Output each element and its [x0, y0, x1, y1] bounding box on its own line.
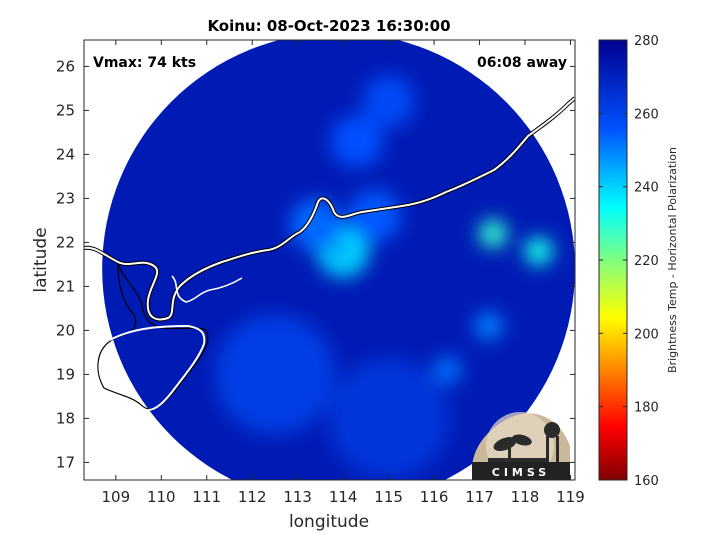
swath-feature-band	[362, 75, 415, 128]
swath-feature-band	[348, 190, 401, 242]
swath-feature-ocean	[214, 314, 335, 435]
coastline	[84, 96, 575, 411]
x-tick-label: 113	[283, 488, 312, 506]
y-tick-label: 20	[56, 321, 75, 339]
x-tick-label: 112	[238, 488, 267, 506]
x-tick-label: 110	[147, 488, 176, 506]
colorbar-ticks: 160 180 200 220 240 260 280	[599, 34, 659, 489]
colorbar-tick-label: 220	[634, 254, 659, 269]
y-tick-label: 17	[56, 453, 75, 471]
x-tick-label: 118	[511, 488, 540, 506]
y-tick-label: 25	[56, 101, 75, 119]
cimss-logo: CIMSS	[472, 412, 570, 480]
y-tick-label: 18	[56, 409, 75, 427]
storm-eye	[333, 245, 346, 258]
y-tick-label: 19	[56, 365, 75, 383]
y-tick-label: 23	[56, 189, 75, 207]
axis-ticks: 109 110 111 112 113 114 115 116 117 118 119 17 18 19 2…	[56, 40, 585, 506]
chart-title: Koinu: 08-Oct-2023 16:30:00	[207, 17, 450, 35]
colorbar-tick-label: 260	[634, 107, 659, 122]
swath-feature-cell	[474, 312, 503, 340]
colorbar-tick-label: 180	[634, 401, 659, 416]
x-tick-label: 117	[465, 488, 494, 506]
colorbar-tick-label: 160	[634, 474, 659, 489]
y-tick-label: 22	[56, 233, 75, 251]
x-tick-label: 119	[556, 488, 585, 506]
colorbar-gradient	[598, 39, 628, 481]
y-tick-label: 24	[56, 145, 75, 163]
brightness-temp-swath	[102, 40, 575, 480]
x-tick-label: 114	[329, 488, 358, 506]
x-tick-label: 115	[374, 488, 403, 506]
swath-feature-cell	[524, 237, 553, 266]
x-tick-label: 109	[102, 488, 131, 506]
swath-feature-band	[330, 115, 383, 168]
colorbar-label: Brightness Temp - Horizontal Polarizatio…	[666, 147, 679, 373]
time-away-label: 06:08 away	[477, 55, 567, 71]
y-tick-label: 26	[56, 57, 75, 75]
colorbar-tick-label: 280	[634, 34, 659, 49]
plot-area	[84, 40, 575, 480]
y-axis-label: latitude	[31, 227, 51, 292]
y-tick-label: 21	[56, 277, 75, 295]
swath-feature-cell	[433, 356, 462, 384]
swath-feature-ocean	[328, 358, 449, 479]
vmax-label: Vmax: 74 kts	[93, 55, 196, 71]
axes-frame	[83, 39, 576, 481]
swath-feature-cell	[479, 219, 508, 248]
colorbar: 160 180 200 220 240 260 280 Brightness Temp - …	[598, 34, 679, 489]
x-axis-label: longitude	[289, 512, 369, 532]
x-tick-label: 111	[192, 488, 221, 506]
swath-feature-band	[289, 198, 342, 251]
cimss-logo-text: CIMSS	[492, 466, 550, 479]
colorbar-tick-label: 200	[634, 327, 659, 342]
colorbar-tick-label: 240	[634, 181, 659, 196]
x-tick-label: 116	[420, 488, 449, 506]
